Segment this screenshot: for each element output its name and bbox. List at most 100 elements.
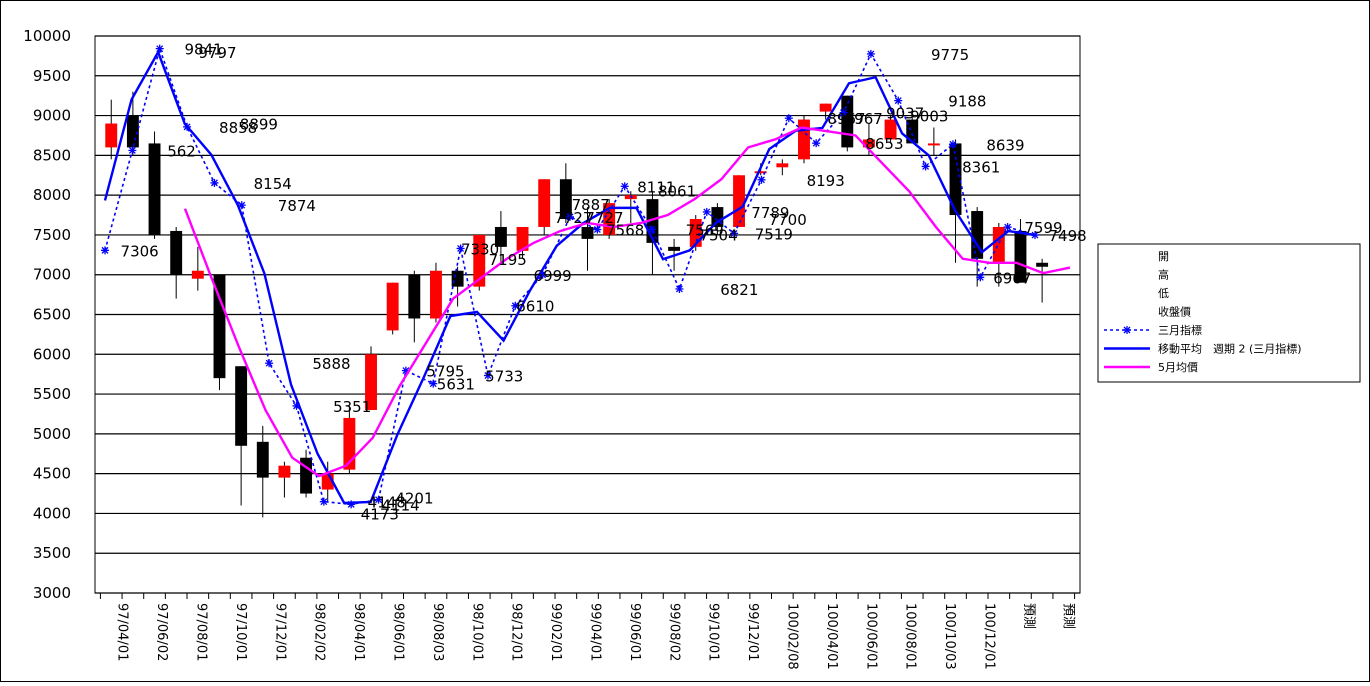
star-stroke <box>922 162 930 170</box>
data-label: 6999 <box>534 267 572 285</box>
candle-body <box>581 226 594 239</box>
x-tick-label: 99/08/02 <box>666 603 681 661</box>
data-label: 7498 <box>1049 227 1087 245</box>
candle-body <box>256 441 269 478</box>
candle-body <box>473 234 486 287</box>
star-marker <box>839 108 848 117</box>
legend-label: 收盤價 <box>1158 305 1191 319</box>
star-marker <box>702 207 711 216</box>
x-tick-label: 99/10/01 <box>706 603 721 661</box>
candle-body <box>170 230 183 275</box>
y-tick-label: 4000 <box>33 504 71 522</box>
data-label: 8361 <box>962 158 1000 176</box>
star-marker <box>620 182 629 191</box>
star-stroke <box>894 97 902 105</box>
star-marker <box>1003 223 1012 232</box>
legend-label: 高 <box>1158 268 1169 282</box>
star-stroke <box>101 246 109 254</box>
x-tick-label: 99/06/01 <box>627 603 642 661</box>
series-line <box>103 49 1036 505</box>
y-tick-label: 10000 <box>23 27 71 45</box>
legend-label: 移動平均 週期 2 (三月指標) <box>1158 342 1302 356</box>
candle-body <box>321 473 334 490</box>
data-label: 9037 <box>886 105 924 123</box>
x-tick-label: 100/02/08 <box>785 603 800 670</box>
y-tick-label: 9000 <box>33 107 71 125</box>
star-marker <box>976 273 985 282</box>
star-marker <box>511 301 520 310</box>
data-label: 7887 <box>572 196 610 214</box>
x-tick-label: 98/06/01 <box>391 603 406 661</box>
star-marker <box>593 225 602 234</box>
y-tick-label: 5500 <box>33 385 71 403</box>
x-tick-label: 98/02/02 <box>312 603 327 661</box>
data-label: 8639 <box>986 136 1024 154</box>
y-tick-label: 3500 <box>33 544 71 562</box>
x-tick-label: 100/04/01 <box>824 603 839 670</box>
candle-body <box>603 203 616 235</box>
candle-body <box>776 163 789 168</box>
star-stroke <box>949 140 957 148</box>
data-label: 8193 <box>807 172 845 190</box>
data-label: 5733 <box>485 368 523 386</box>
x-tick-label: 98/12/01 <box>509 603 524 661</box>
star-stroke <box>566 213 574 221</box>
legend-label: 三月指標 <box>1158 323 1202 337</box>
candle-body <box>971 211 984 259</box>
x-tick-label: 97/04/01 <box>115 603 130 661</box>
y-tick-label: 9500 <box>33 67 71 85</box>
star-stroke <box>593 226 601 233</box>
candle-body <box>646 199 659 243</box>
candle-body <box>235 366 248 446</box>
candle-body <box>668 246 681 251</box>
legend-label: 開 <box>1158 250 1169 263</box>
x-tick-label: 預測 <box>1021 603 1036 629</box>
star-stroke <box>976 273 984 281</box>
star-marker <box>921 162 930 171</box>
star-stroke <box>675 285 683 293</box>
candle-body <box>365 354 377 410</box>
data-label: 9003 <box>910 107 948 125</box>
candle-body <box>992 226 1005 263</box>
x-tick-label: 預測 <box>1060 603 1075 629</box>
star-stroke <box>320 498 328 506</box>
data-label: 5888 <box>312 355 350 373</box>
data-label: 8061 <box>658 182 696 200</box>
star-stroke <box>210 179 218 187</box>
data-label: 9775 <box>931 46 969 64</box>
y-tick-label: 7500 <box>33 226 71 244</box>
x-tick-label: 100/08/01 <box>903 603 918 670</box>
data-label: 8154 <box>254 175 292 193</box>
data-label: 562 <box>167 142 196 160</box>
data-label: 5351 <box>333 398 371 416</box>
candle-body <box>884 119 897 140</box>
x-tick-label: 99/02/01 <box>548 603 563 661</box>
x-tick-label: 97/08/01 <box>194 603 209 661</box>
data-label: 6967 <box>993 269 1031 287</box>
data-label: 7727 <box>585 209 623 227</box>
data-label: 7727 <box>554 209 592 227</box>
x-tick-label: 98/10/01 <box>469 603 484 661</box>
x-tick-label: 97/12/01 <box>272 603 287 661</box>
data-label: 7700 <box>769 211 807 229</box>
data-label: 5631 <box>437 376 475 394</box>
data-label: 7306 <box>121 242 159 260</box>
star-stroke <box>703 208 711 216</box>
star-marker <box>319 497 328 506</box>
star-marker <box>483 371 492 380</box>
star-stroke <box>1123 326 1131 334</box>
data-label: 9188 <box>948 93 986 111</box>
candle-body <box>191 270 204 279</box>
candle-body <box>949 143 962 216</box>
star-marker <box>566 212 574 221</box>
data-label: 7569 <box>686 221 724 239</box>
x-tick-label: 97/10/01 <box>233 603 248 661</box>
x-tick-label: 100/12/01 <box>982 603 997 670</box>
star-stroke <box>730 229 738 237</box>
data-label: 8111 <box>637 178 675 196</box>
star-marker <box>757 175 766 184</box>
star-marker <box>128 146 137 155</box>
data-label: 4148 <box>368 494 406 512</box>
candle-body <box>1014 230 1027 283</box>
